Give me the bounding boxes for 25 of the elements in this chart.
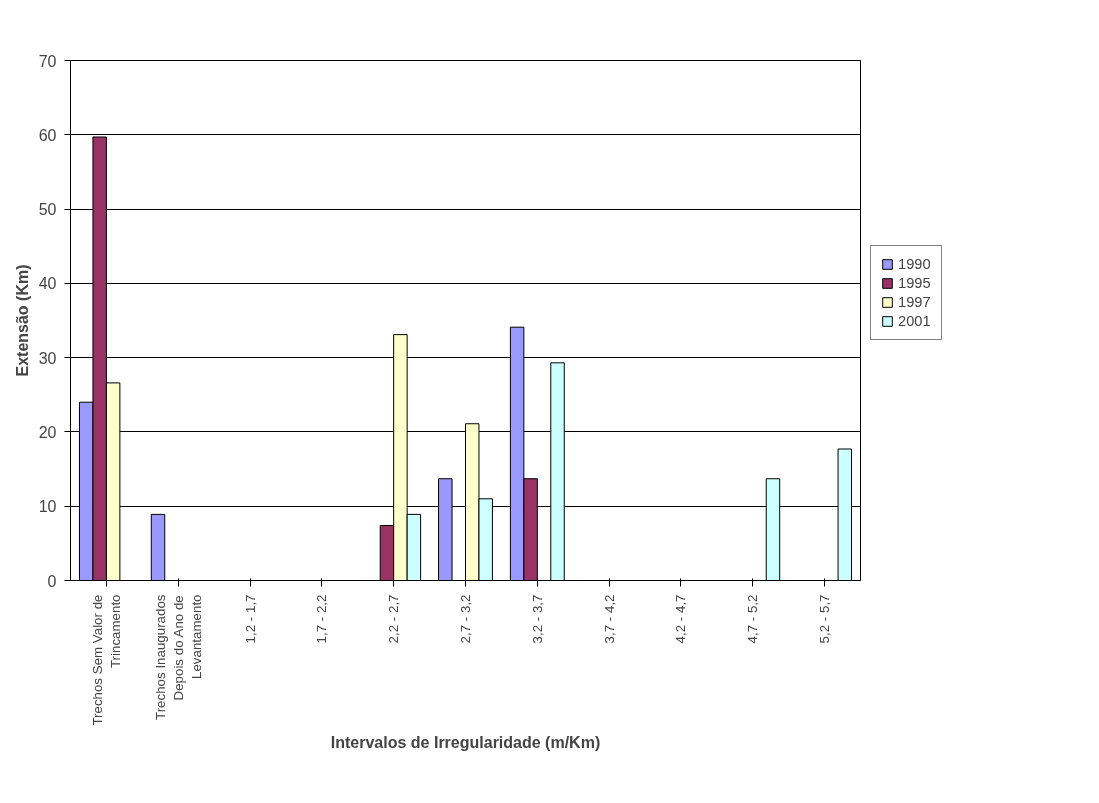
x-tick-label: Trechos Inaugurados Depois do Ano de Levantamento [152,594,204,720]
x-tick-label: 3,7 - 4,2 [601,594,617,644]
legend-label: 1990 [898,256,931,272]
x-tick-label: 5,2 - 5,7 [817,594,833,644]
x-tick-label: 1,7 - 2,2 [314,594,330,644]
legend-label: 1997 [898,294,931,310]
y-tick-label: 70 [38,52,57,70]
legend-label: 2001 [898,313,931,329]
y-tick-label: 10 [38,498,57,516]
y-tick-label: 20 [38,423,57,441]
x-tick-label: 3,2 - 3,7 [529,594,545,644]
y-axis-title: Extensão (Km) [13,264,31,377]
x-tick-label: 2,7 - 3,2 [458,594,473,644]
y-tick-label: 60 [38,126,57,144]
y-tick-label: 40 [38,275,57,293]
x-tick-label: Trechos Sem Valor de Trincamento [89,594,123,726]
y-tick-label: 50 [38,201,57,219]
y-tick-label: 30 [38,349,57,367]
x-tick-label: 1,2 - 1,7 [242,594,258,644]
x-tick-label: 2,2 - 2,7 [386,594,402,644]
y-tick-label: 0 [47,572,57,590]
legend-label: 1995 [898,275,931,291]
x-tick-label: 4,7 - 5,2 [745,594,761,644]
x-tick-label: 4,2 - 4,7 [673,594,689,644]
x-axis-title: Intervalos de Irregularidade (m/Km) [330,733,601,751]
